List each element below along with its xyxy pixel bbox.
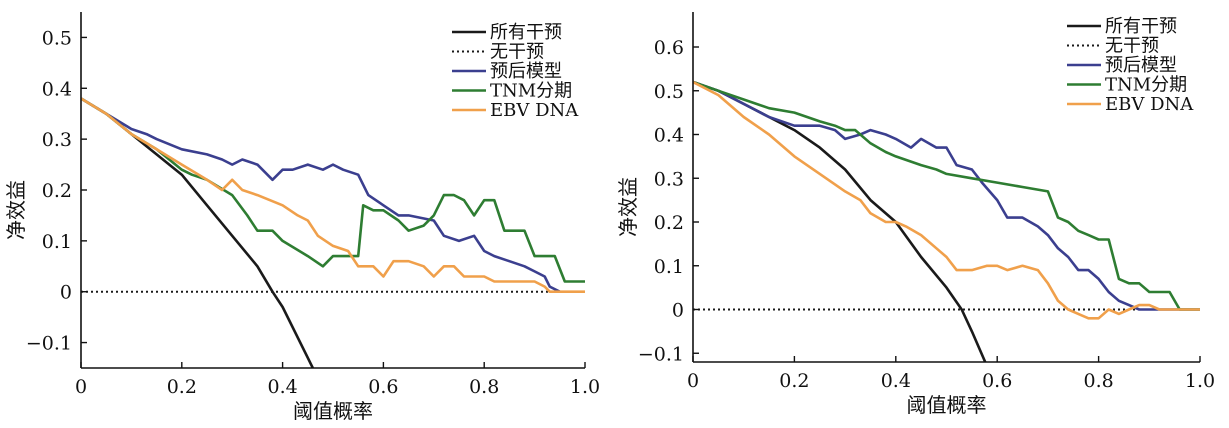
legend-label-3: 预后模型 — [1105, 55, 1177, 76]
legend-label-5: EBV DNA — [1105, 94, 1194, 115]
chart-panel-1: 0 0.2 0.4 0.6 0.8 1.0−0.100.10.20.30.40.5阈值概率… — [4, 12, 600, 423]
y-tick-label: −0.1 — [638, 343, 684, 365]
legend-label-1: 所有干预 — [1105, 16, 1177, 37]
x-tick-label: 0.6 — [982, 370, 1012, 392]
chart-panel-2: 0 0.2 0.4 0.6 0.8 1.0−0.100.10.20.30.40.50.6阈… — [616, 12, 1215, 417]
legend-label-2: 无干预 — [490, 42, 544, 63]
x-tick-label: 0.8 — [1083, 370, 1113, 392]
y-tick-label: 0.3 — [654, 168, 684, 190]
y-tick-label: 0.1 — [42, 231, 72, 253]
y-tick-label: 0.2 — [654, 212, 684, 234]
x-axis-title: 阈值概率 — [907, 393, 987, 417]
series-line-5 — [81, 97, 585, 294]
series-line-4 — [693, 80, 1200, 311]
legend-label-1: 所有干预 — [490, 22, 562, 43]
series-line-4 — [81, 97, 585, 283]
legend-label-2: 无干预 — [1105, 36, 1159, 57]
y-tick-label: 0.2 — [42, 180, 72, 202]
x-tick-label: 1.0 — [1185, 370, 1215, 392]
series-group — [81, 97, 585, 368]
y-axis-title: 净效益 — [4, 180, 28, 240]
legend-label-4: TNM分期 — [1105, 75, 1187, 96]
y-tick-label: 0.1 — [654, 256, 684, 278]
x-tick-label: 0.4 — [881, 370, 911, 392]
y-tick-label: 0 — [672, 300, 684, 322]
x-axis-title: 阈值概率 — [293, 399, 373, 423]
legend-label-4: TNM分期 — [490, 81, 572, 102]
y-tick-label: 0.3 — [42, 129, 72, 151]
x-tick-label: 0.4 — [267, 376, 297, 398]
y-tick-label: 0.5 — [42, 27, 72, 49]
y-tick-label: 0.6 — [654, 37, 684, 59]
series-line-3 — [693, 80, 1200, 311]
x-tick-label: 0.8 — [469, 376, 499, 398]
y-tick-label: 0.4 — [42, 78, 72, 100]
y-axis-title: 净效益 — [616, 177, 640, 237]
x-tick-label: 0.6 — [368, 376, 398, 398]
x-tick-label: 0.2 — [779, 370, 809, 392]
series-line-3 — [81, 97, 561, 293]
y-tick-label: 0.4 — [654, 125, 684, 147]
legend-label-3: 预后模型 — [490, 61, 562, 82]
series-line-1 — [81, 97, 314, 368]
legend-label-5: EBV DNA — [490, 100, 579, 121]
series-line-1 — [693, 80, 987, 362]
x-tick-label: 1.0 — [570, 376, 600, 398]
x-tick-label: 0 — [687, 370, 699, 392]
y-tick-label: 0.5 — [654, 81, 684, 103]
y-tick-label: −0.1 — [26, 333, 72, 355]
x-tick-label: 0.2 — [167, 376, 197, 398]
series-line-5 — [693, 80, 1200, 320]
series-group — [693, 80, 1200, 362]
y-tick-label: 0 — [60, 282, 72, 304]
x-tick-label: 0 — [75, 376, 87, 398]
